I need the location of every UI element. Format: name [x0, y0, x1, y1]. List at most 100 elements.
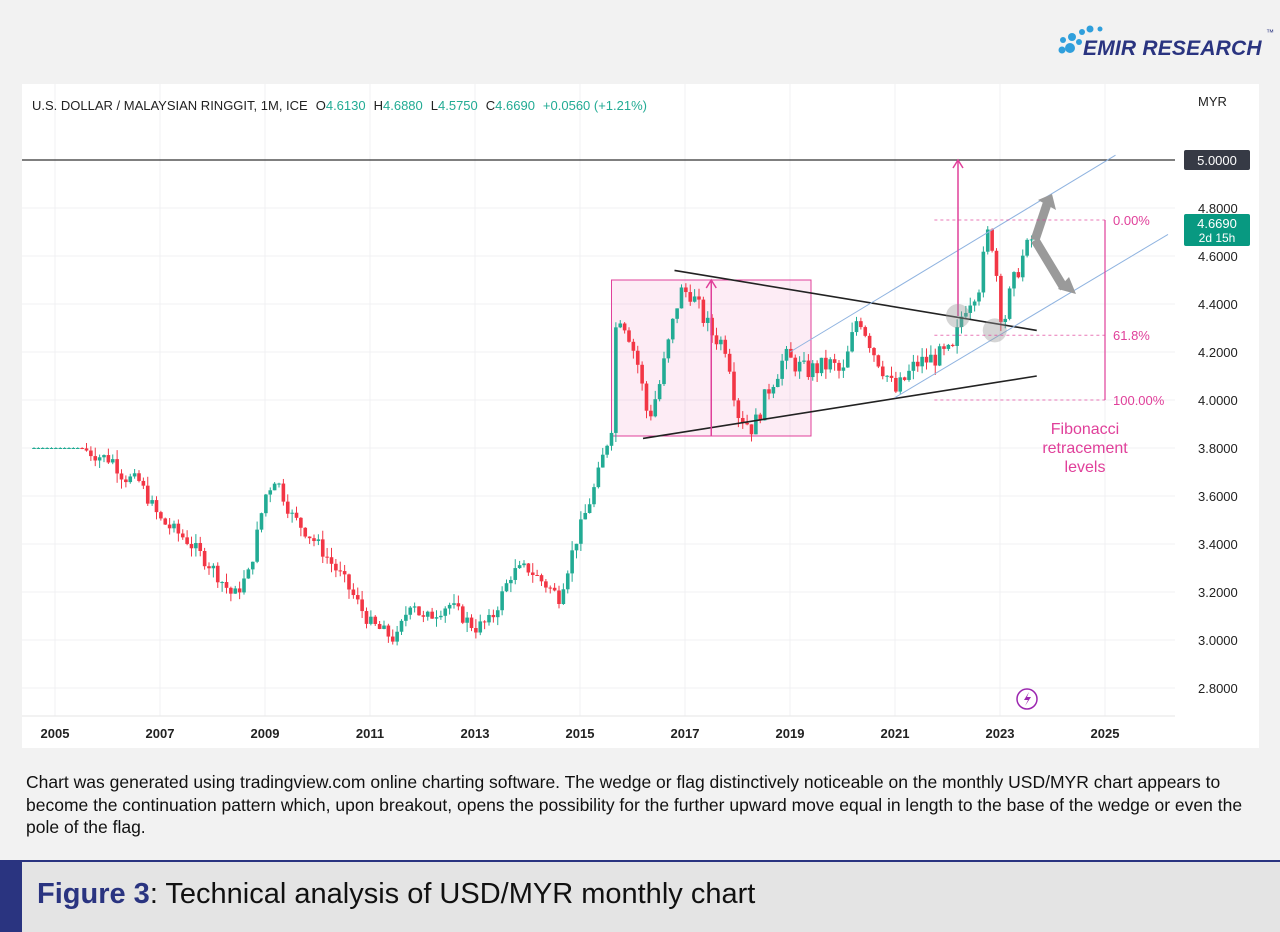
candle-body: [557, 590, 561, 604]
candle-body: [478, 621, 483, 633]
candle-body: [614, 327, 618, 433]
lightning-icon: [1016, 688, 1038, 710]
candle-body: [386, 625, 391, 637]
candle-body: [351, 589, 356, 596]
candle-body: [828, 359, 833, 370]
candle-body: [968, 305, 973, 313]
candle-body: [364, 611, 369, 624]
candle-body: [421, 615, 426, 617]
usd-myr-chart: 0.00% 61.8% 100.00% Fibonacci retracement lev…: [22, 84, 1250, 741]
candle-body: [999, 275, 1003, 323]
figure-title: Figure 3: Technical analysis of USD/MYR …: [37, 878, 756, 910]
candle-body: [377, 624, 382, 629]
candle-body: [719, 339, 723, 345]
candle-body: [841, 367, 846, 371]
candle-body: [469, 617, 474, 629]
candle-body: [176, 523, 181, 534]
candle-body: [994, 250, 999, 276]
chart-caption: Chart was generated using tradingview.co…: [26, 772, 1243, 837]
candle-body: [62, 448, 67, 449]
candle-body: [692, 296, 697, 302]
candle-body: [920, 356, 924, 367]
candle-body: [915, 361, 920, 367]
candle-body: [859, 321, 863, 328]
y-tick-label: 3.6000: [1198, 489, 1238, 504]
candle-body: [277, 483, 281, 485]
candle-body: [697, 296, 701, 300]
candle-body: [605, 445, 609, 455]
candle-body: [452, 603, 456, 605]
candle-body: [137, 473, 141, 481]
candle-body: [54, 448, 58, 449]
candle-body: [237, 588, 242, 593]
candle-body: [880, 366, 885, 377]
candle-body: [163, 518, 168, 525]
candle-body: [876, 355, 881, 367]
x-tick-label: 2011: [356, 726, 384, 741]
down-arrow-head-icon: [1058, 277, 1076, 294]
candle-body: [233, 588, 238, 594]
candle-body: [246, 569, 251, 579]
candle-body: [281, 483, 286, 502]
candle-body: [561, 589, 566, 604]
candle-body: [902, 377, 907, 380]
retest-circle: [982, 318, 1007, 343]
candle-body: [224, 582, 229, 588]
candle-body: [946, 344, 951, 349]
candle-body: [299, 517, 303, 528]
candle-body: [815, 363, 819, 374]
candle-body: [242, 578, 246, 593]
candle-body: [937, 346, 942, 366]
candle-body: [797, 361, 802, 372]
candle-body: [285, 501, 290, 514]
candle-body: [71, 448, 76, 449]
candle-body: [395, 631, 399, 642]
x-tick-label: 2005: [41, 726, 70, 741]
wedge-lower-line: [642, 375, 1037, 440]
candle-body: [793, 357, 798, 372]
candle-body: [325, 556, 329, 558]
candle-body: [771, 387, 776, 394]
candle-body: [259, 513, 264, 530]
candle-body: [526, 563, 531, 573]
candle-body: [653, 399, 658, 417]
candle-body: [1016, 272, 1021, 278]
candle-body: [775, 378, 780, 388]
candle-body: [106, 455, 111, 463]
candle-body: [705, 317, 710, 323]
candle-body: [802, 360, 806, 362]
candle-body: [250, 561, 255, 570]
channel-upper-line: [789, 154, 1116, 353]
candle-body: [500, 591, 504, 611]
candle-body: [907, 370, 911, 380]
pole-arrow-head: [705, 278, 717, 289]
candle-body: [666, 339, 671, 359]
x-tick-label: 2013: [461, 726, 490, 741]
candle-body: [404, 614, 408, 621]
x-tick-label: 2009: [251, 726, 280, 741]
candle-body: [723, 339, 728, 354]
candle-body: [806, 360, 811, 378]
candle-body: [89, 450, 93, 457]
candle-body: [854, 321, 859, 333]
candle-body: [189, 543, 194, 549]
candle-body: [1003, 318, 1008, 323]
y-tick-label: 4.8000: [1198, 201, 1238, 216]
x-tick-label: 2025: [1091, 726, 1120, 741]
fib-level-label: 61.8%: [1113, 328, 1150, 343]
candle-body: [565, 573, 570, 590]
candle-body: [684, 287, 688, 293]
candle-body: [972, 301, 977, 306]
candle-body: [342, 571, 347, 575]
candle-body: [784, 348, 789, 361]
candle-body: [631, 341, 636, 351]
candle-body: [754, 414, 758, 435]
candle-body: [132, 473, 137, 477]
candle-body: [456, 603, 461, 607]
candle-body: [355, 595, 360, 600]
candle-body: [211, 565, 216, 569]
candle-body: [863, 327, 868, 336]
candle-body: [1007, 288, 1012, 319]
candle-body: [898, 377, 903, 392]
candle-body: [412, 606, 417, 608]
